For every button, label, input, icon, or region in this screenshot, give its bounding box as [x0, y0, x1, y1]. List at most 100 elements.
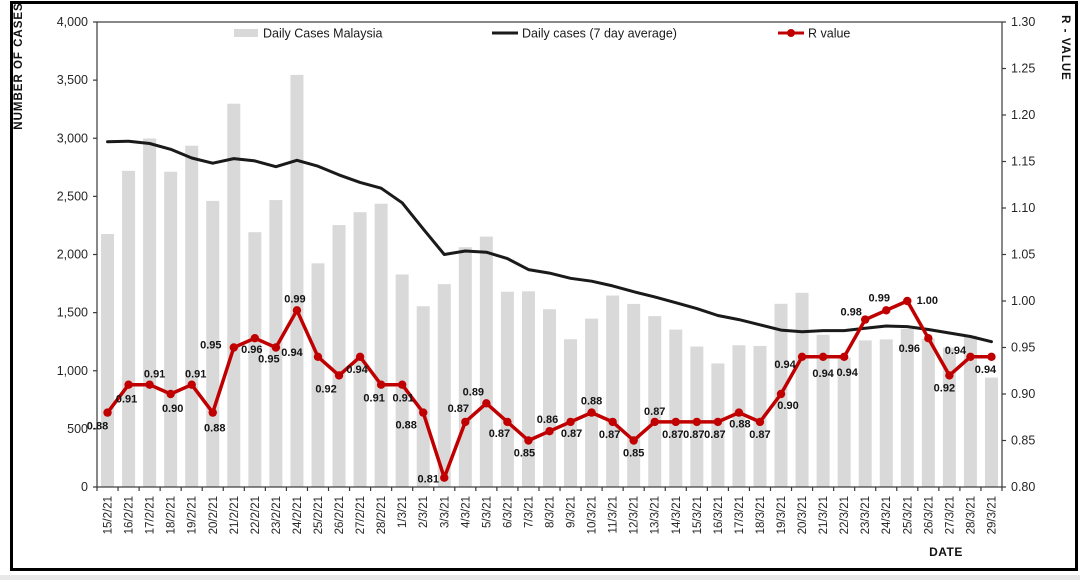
bar-daily-cases	[374, 203, 388, 488]
r-value-label: 0.87	[644, 406, 665, 418]
r-value-label: 1.00	[917, 295, 938, 307]
left-axis-tick-label: 500	[67, 422, 88, 436]
legend-swatch-bar	[234, 29, 258, 37]
right-axis-tick-label: 0.95	[1011, 341, 1035, 355]
r-value-label: 0.90	[162, 403, 183, 415]
r-value-label: 0.94	[836, 367, 858, 379]
r-value-point	[839, 352, 849, 361]
r-value-point	[419, 408, 428, 417]
r-value-point	[376, 380, 386, 389]
r-value-point	[797, 352, 807, 361]
r-value-label: 0.92	[315, 383, 336, 395]
x-axis-date-label: 23/3/21	[860, 496, 872, 534]
x-axis-date-label: 25/3/21	[902, 496, 914, 534]
x-axis-date-label: 5/3/21	[481, 496, 493, 528]
r-value-point	[503, 417, 512, 427]
r-value-point	[292, 306, 302, 315]
bar-daily-cases	[942, 347, 956, 487]
r-value-label: 0.87	[704, 429, 725, 441]
x-axis-date-label: 27/2/21	[355, 496, 367, 534]
r-value-point	[566, 417, 575, 427]
r-value-label: 0.94	[812, 368, 834, 380]
right-axis-tick-label: 0.90	[1011, 387, 1035, 401]
x-axis-date-label: 21/2/21	[229, 496, 241, 534]
x-axis-date-label: 22/3/21	[839, 496, 851, 534]
r-value-label: 0.85	[514, 448, 535, 460]
r-value-point	[397, 380, 407, 389]
r-value-label: 0.94	[346, 364, 368, 376]
bar-daily-cases	[437, 284, 451, 487]
bar-daily-cases	[353, 212, 367, 487]
r-value-point	[166, 389, 175, 399]
legend-swatch-r-marker	[787, 29, 795, 37]
right-axis-tick-label: 1.00	[1011, 294, 1035, 308]
r-value-label: 0.88	[581, 396, 602, 408]
x-axis-date-label: 26/2/21	[334, 496, 346, 534]
bar-daily-cases	[669, 329, 683, 487]
avg-cases-line	[106, 139, 993, 344]
r-value-label: 0.90	[777, 400, 798, 412]
bar-daily-cases	[290, 74, 304, 488]
bar-daily-cases	[984, 377, 998, 487]
r-value-point	[524, 436, 533, 445]
r-value-label: 0.87	[448, 403, 469, 415]
r-value-point	[355, 352, 365, 361]
bar-daily-cases	[143, 138, 157, 488]
right-axis-tick-label: 1.15	[1011, 155, 1035, 169]
r-value-point	[671, 417, 680, 427]
r-value-label: 0.91	[392, 393, 413, 405]
r-value-label: 0.96	[899, 343, 920, 355]
x-axis-date-label: 4/3/21	[460, 496, 472, 528]
r-value-point	[860, 315, 870, 324]
left-axis-tick-label: 0	[81, 480, 88, 494]
r-value-point	[650, 417, 659, 427]
x-axis-date-label: 15/2/21	[103, 496, 115, 534]
x-axis-date-label: 18/3/21	[755, 496, 767, 534]
right-axis-tick-label: 1.20	[1011, 108, 1035, 122]
r-value-label: 0.98	[840, 307, 861, 319]
x-axis-date-label: 13/3/21	[650, 496, 662, 534]
r-value-point	[145, 380, 154, 389]
bar-daily-cases	[753, 345, 767, 487]
x-axis-date-label: 19/3/21	[776, 496, 788, 534]
bar-daily-cases	[606, 295, 620, 487]
r-value-label: 0.92	[934, 382, 955, 394]
x-axis-date-label: 19/2/21	[187, 496, 199, 534]
x-axis-date-label: 17/3/21	[734, 496, 746, 534]
bar-daily-cases	[416, 306, 430, 487]
r-value-point	[629, 436, 638, 445]
r-value-label: 0.99	[869, 292, 890, 304]
legend: Daily Cases Malaysia Daily cases (7 day a…	[234, 27, 850, 41]
left-axis-title: NUMBER OF CASES	[13, 2, 25, 129]
bar-daily-cases	[921, 338, 935, 487]
r-value-label: 0.94	[975, 364, 997, 376]
r-value-point	[250, 334, 260, 343]
x-axis-date-label: 20/2/21	[208, 496, 220, 534]
x-axis-date-label: 15/3/21	[692, 496, 704, 534]
x-axis-date-label: 20/3/21	[797, 496, 809, 534]
bar-daily-cases	[206, 200, 220, 487]
r-value-label: 0.85	[623, 448, 644, 460]
left-axis-tick-label: 4,000	[57, 15, 88, 29]
bar-daily-cases	[879, 339, 893, 487]
right-axis-tick-label: 1.30	[1011, 15, 1035, 29]
x-axis-date-label: 23/2/21	[271, 496, 283, 534]
right-axis-tick-label: 1.05	[1011, 248, 1035, 262]
left-axis-tick-label: 3,500	[57, 73, 88, 87]
legend-label-avg: Daily cases (7 day average)	[522, 27, 677, 41]
bar-daily-cases	[458, 247, 472, 487]
r-value-point	[187, 380, 196, 389]
x-axis-date-label: 21/3/21	[818, 496, 830, 534]
r-value-point	[587, 408, 596, 417]
r-value-label: 0.86	[537, 414, 558, 426]
r-value-label: 0.88	[729, 419, 750, 431]
bar-daily-cases	[690, 346, 704, 487]
r-value-point	[440, 473, 449, 482]
left-axis-tick-label: 3,000	[57, 131, 88, 145]
bar-daily-cases	[332, 225, 346, 487]
x-axis-date-label: 29/3/21	[986, 496, 998, 534]
r-value-point	[313, 352, 323, 361]
r-value-point	[208, 408, 217, 417]
